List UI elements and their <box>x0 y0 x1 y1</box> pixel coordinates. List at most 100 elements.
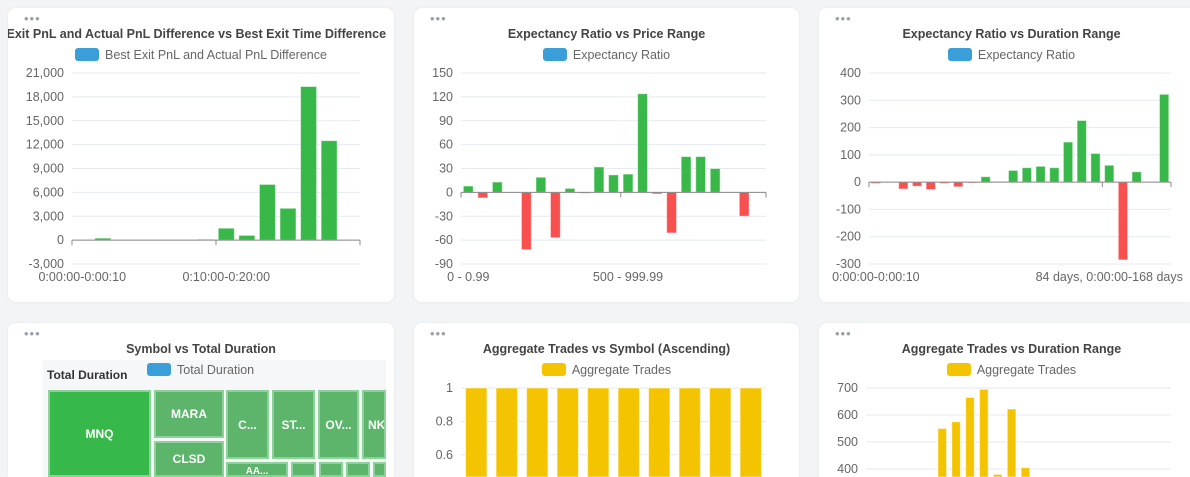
bar[interactable] <box>648 387 671 477</box>
bar[interactable] <box>1090 152 1101 183</box>
treemap-tile[interactable]: MNQ <box>48 390 151 477</box>
bar[interactable] <box>491 181 503 193</box>
bar[interactable] <box>477 191 489 199</box>
bar[interactable] <box>898 181 909 190</box>
bar[interactable] <box>564 187 576 193</box>
treemap-tile[interactable]: CLSD <box>154 441 224 477</box>
y-tick-label: 18,000 <box>26 90 64 104</box>
legend-item[interactable]: Aggregate Trades <box>414 363 799 377</box>
bar[interactable] <box>556 387 579 477</box>
more-horizontal-icon[interactable]: ••• <box>24 11 41 26</box>
bar[interactable] <box>1062 141 1074 183</box>
treemap-tile[interactable]: NK <box>362 390 386 459</box>
bar[interactable] <box>549 191 561 239</box>
more-horizontal-icon[interactable]: ••• <box>24 326 41 341</box>
bar[interactable] <box>617 387 640 477</box>
bar[interactable] <box>678 387 701 477</box>
bar[interactable] <box>709 168 721 193</box>
bar[interactable] <box>1049 167 1060 183</box>
y-tick-label: 400 <box>837 462 858 476</box>
legend-item[interactable]: Expectancy Ratio <box>819 48 1190 62</box>
bar[interactable] <box>1021 167 1033 183</box>
bar[interactable] <box>951 421 961 477</box>
bar[interactable] <box>279 207 297 241</box>
chart-title: Expectancy Ratio vs Duration Range <box>902 27 1121 41</box>
more-horizontal-icon[interactable]: ••• <box>835 11 852 26</box>
bar[interactable] <box>695 156 707 193</box>
treemap-tile[interactable]: C... <box>226 390 269 459</box>
bar[interactable] <box>465 387 488 477</box>
bar[interactable] <box>593 166 605 193</box>
treemap-tile[interactable] <box>319 462 343 477</box>
y-tick-label: 0.6 <box>436 448 453 462</box>
bar[interactable] <box>587 387 610 477</box>
y-tick-label: -300 <box>836 257 861 271</box>
x-tick-label: 0:10:00-0:20:00 <box>182 270 270 284</box>
treemap-tile[interactable]: OV... <box>318 390 359 459</box>
legend-item[interactable]: Expectancy Ratio <box>414 48 799 62</box>
y-tick-label: -200 <box>836 230 861 244</box>
bar[interactable] <box>911 181 923 187</box>
chart-card-expectancy-price: ••• Expectancy Ratio vs Price Range Expe… <box>414 8 799 302</box>
bar[interactable] <box>535 176 547 193</box>
x-tick-label: 0:00:00-0:00:10 <box>38 270 126 284</box>
bar[interactable] <box>1131 171 1142 183</box>
y-tick-label: -100 <box>836 202 861 216</box>
bar[interactable] <box>300 86 318 241</box>
bar[interactable] <box>680 156 692 193</box>
legend-label: Expectancy Ratio <box>572 48 671 62</box>
bar[interactable] <box>1117 181 1129 261</box>
bar[interactable] <box>925 181 936 191</box>
more-horizontal-icon[interactable]: ••• <box>430 11 447 26</box>
bar[interactable] <box>238 234 256 241</box>
bar[interactable] <box>666 191 678 234</box>
bar[interactable] <box>1020 467 1031 477</box>
bar[interactable] <box>258 183 276 241</box>
y-tick-label: 12,000 <box>26 138 64 152</box>
legend-label: Expectancy Ratio <box>977 48 1076 62</box>
bar[interactable] <box>738 191 750 217</box>
bar[interactable] <box>1104 164 1115 183</box>
y-tick-label: 150 <box>432 66 453 80</box>
legend-item[interactable]: Aggregate Trades <box>819 363 1190 377</box>
chart-title: Aggregate Trades vs Symbol (Ascending) <box>482 342 731 356</box>
treemap-tile[interactable]: MARA <box>154 390 224 438</box>
treemap-header: Total Duration <box>47 368 128 382</box>
more-horizontal-icon[interactable]: ••• <box>835 326 852 341</box>
x-tick-label: 500 - 999.99 <box>593 270 663 284</box>
bar[interactable] <box>608 174 619 193</box>
legend-swatch <box>946 363 971 376</box>
bar[interactable] <box>1076 119 1087 183</box>
treemap-tile[interactable]: AA... <box>226 462 288 477</box>
bar[interactable] <box>937 428 948 477</box>
bar[interactable] <box>637 93 648 193</box>
chart-title: Aggregate Trades vs Duration Range <box>901 342 1122 356</box>
bar[interactable] <box>1158 93 1170 183</box>
more-horizontal-icon[interactable]: ••• <box>430 326 447 341</box>
bar[interactable] <box>980 176 991 183</box>
bar[interactable] <box>953 181 964 188</box>
bar[interactable] <box>462 185 474 193</box>
bar[interactable] <box>526 387 549 477</box>
bar[interactable] <box>520 191 532 251</box>
y-tick-label: 3,000 <box>33 209 64 223</box>
legend-item[interactable]: Best Exit PnL and Actual PnL Difference <box>8 48 394 62</box>
bar[interactable] <box>217 227 235 241</box>
bar[interactable] <box>495 387 518 477</box>
bar[interactable] <box>1006 408 1017 477</box>
bar[interactable] <box>622 173 634 193</box>
treemap-tile[interactable] <box>373 462 386 477</box>
bar[interactable] <box>320 140 338 241</box>
bar[interactable] <box>709 387 732 477</box>
legend-item[interactable]: Total Duration <box>147 363 254 377</box>
bar[interactable] <box>739 387 762 477</box>
bar[interactable] <box>965 396 975 477</box>
treemap-tile[interactable]: ST... <box>272 390 315 459</box>
bar[interactable] <box>979 388 989 477</box>
treemap-tile[interactable] <box>346 462 370 477</box>
bar[interactable] <box>1035 165 1046 183</box>
chart-title: Best Exit PnL and Actual PnL Difference … <box>8 27 387 41</box>
bar[interactable] <box>1007 169 1019 183</box>
chart-card-trades-symbol: ••• Aggregate Trades vs Symbol (Ascendin… <box>414 323 799 477</box>
treemap-tile[interactable] <box>291 462 316 477</box>
